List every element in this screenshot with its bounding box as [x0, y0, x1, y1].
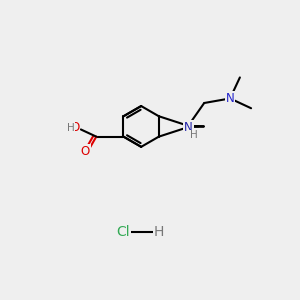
- Text: N: N: [184, 121, 193, 134]
- Text: N: N: [226, 92, 235, 105]
- Text: H: H: [190, 130, 197, 140]
- Text: H: H: [67, 123, 74, 133]
- Text: H: H: [154, 225, 164, 239]
- Text: O: O: [70, 122, 80, 134]
- Text: Cl: Cl: [117, 225, 130, 239]
- Text: O: O: [81, 145, 90, 158]
